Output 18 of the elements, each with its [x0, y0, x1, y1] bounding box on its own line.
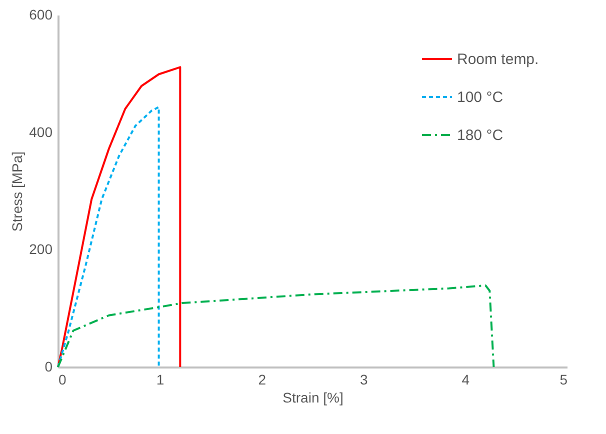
line-series — [57, 284, 495, 368]
x-tick-label: 0 — [58, 372, 66, 388]
y-axis-title: Stress [MPa] — [9, 151, 26, 232]
line-series — [57, 66, 182, 368]
legend-label: 100 °C — [457, 89, 504, 106]
x-tick-label: 4 — [462, 372, 470, 388]
line-series — [57, 106, 160, 368]
legend-label: 180 °C — [457, 127, 504, 144]
x-tick-label: 2 — [258, 372, 266, 388]
y-tick-label: 200 — [29, 241, 53, 258]
x-tick-label: 1 — [156, 372, 164, 388]
y-tick-label: 400 — [29, 124, 53, 140]
x-tick-label: 5 — [560, 372, 568, 388]
y-tick-label: 0 — [44, 358, 53, 374]
y-tick-label: 600 — [29, 6, 53, 22]
legend-label: Room temp. — [457, 51, 539, 68]
x-axis-title: Strain [%] — [282, 390, 344, 406]
x-tick-label: 3 — [360, 372, 368, 388]
